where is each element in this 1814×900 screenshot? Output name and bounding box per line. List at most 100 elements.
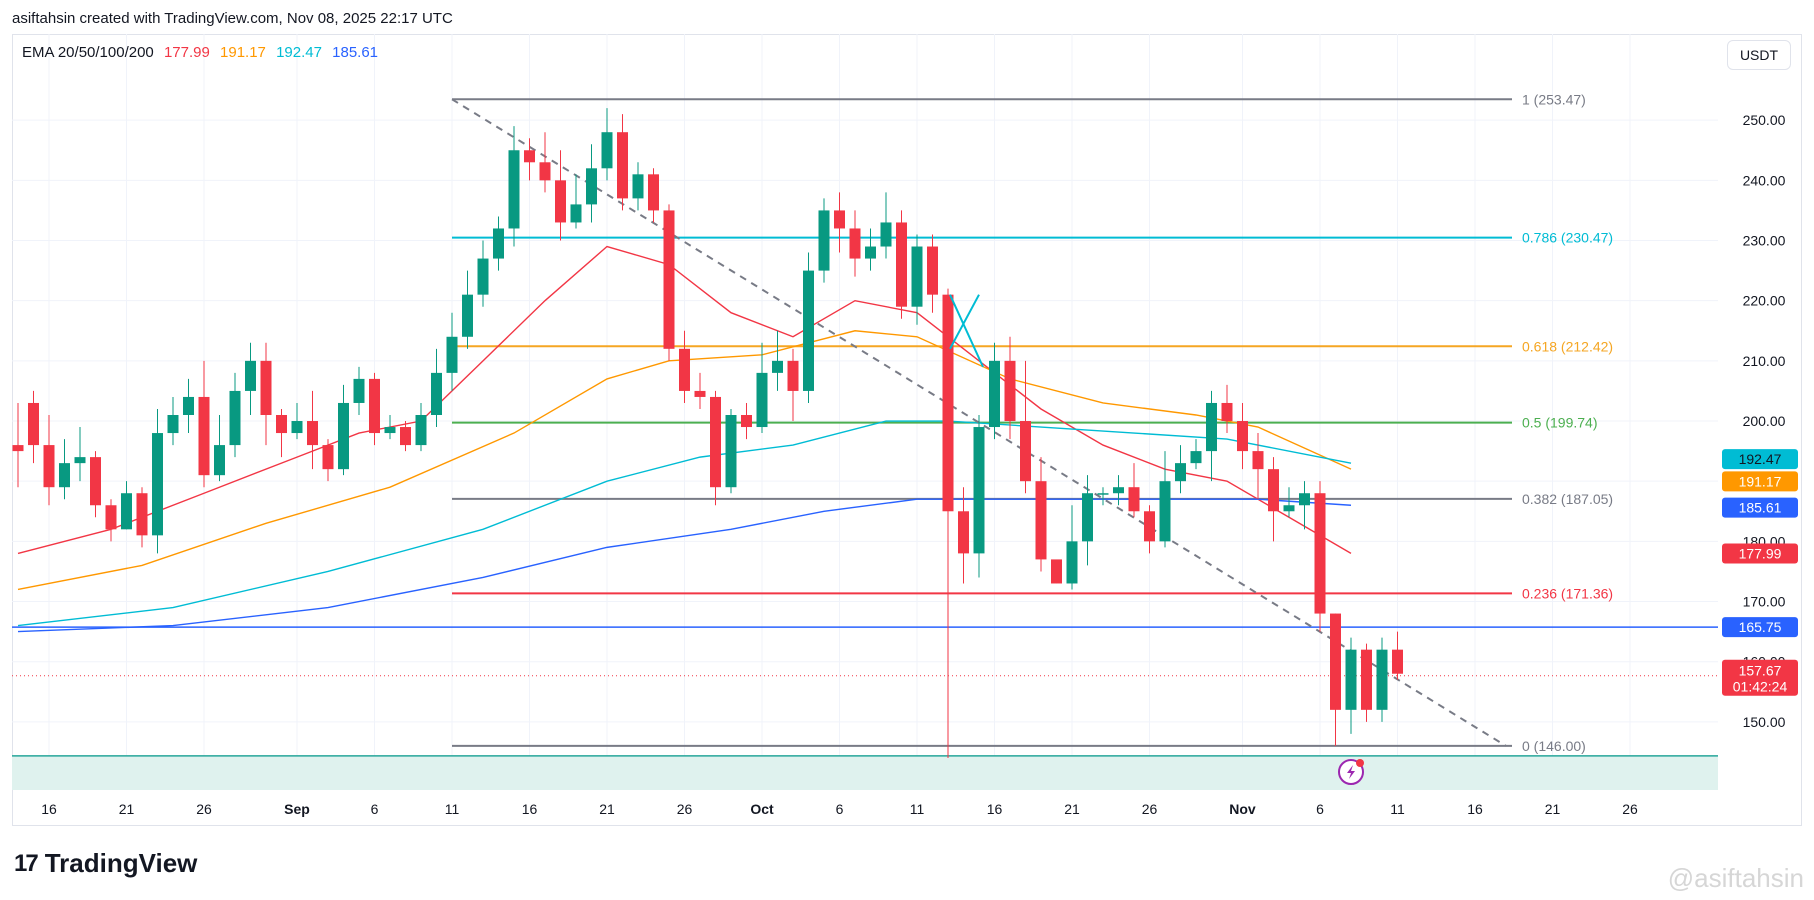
price-badge-3: 177.99 [1739,545,1782,561]
candle-body-76 [1190,451,1202,464]
x-tick-label-19: 21 [1545,801,1561,817]
y-tick-label-8: 230.00 [1743,233,1786,249]
x-tick-label-4: 6 [371,801,379,817]
candle-body-82 [1283,505,1295,512]
x-tick-label-12: 16 [987,801,1003,817]
candle-body-26 [415,415,427,446]
candle-body-68 [1066,541,1078,584]
candle-body-39 [617,132,628,199]
fib-label-1: 0.786 (230.47) [1522,230,1613,246]
chart-frame [12,34,1802,826]
indicator-legend[interactable]: EMA 20/50/100/200 177.99 191.17 192.47 1… [22,44,384,61]
candle-body-0 [12,445,24,452]
candle-body-60 [942,294,954,512]
currency-selector[interactable]: USDT [1727,40,1791,70]
y-tick-label-6: 210.00 [1743,353,1786,369]
candle-body-78 [1221,402,1233,422]
candle-body-32 [508,150,520,229]
attribution-text: asiftahsin created with TradingView.com,… [12,10,453,27]
x-tick-label-8: 26 [677,801,693,817]
candle-body-56 [880,222,892,247]
candle-body-18 [291,421,303,434]
candle-body-77 [1206,402,1217,452]
candle-body-23 [369,378,380,434]
candle-body-37 [586,168,597,205]
candle-body-72 [1128,487,1140,512]
legend-ema20-value: 177.99 [163,44,210,61]
candle-body-45 [710,396,721,488]
candle-body-41 [648,174,659,211]
legend-ema50-value: 191.17 [220,44,266,61]
candle-body-33 [524,150,535,163]
y-tick-label-0: 150.00 [1743,714,1786,730]
price-badge-0-bg [1722,449,1798,470]
candle-body-54 [849,228,861,259]
candle-body-61 [958,511,969,554]
candle-body-63 [989,360,1000,428]
candle-body-50 [787,360,799,391]
candle-body-4 [74,457,86,464]
candle-body-28 [446,336,458,373]
candle-body-73 [1144,511,1155,542]
candle-body-38 [601,132,613,169]
candle-body-67 [1051,559,1062,584]
x-tick-label-1: 21 [119,801,135,817]
lightning-bolt-icon [1347,765,1355,779]
candle-body-55 [865,246,876,259]
tradingview-logo[interactable]: 17 TradingView [14,848,197,879]
legend-ema100-value: 192.47 [276,44,322,61]
candle-body-52 [818,210,830,271]
fib-label-0: 1 (253.47) [1522,91,1586,107]
x-tick-label-14: 26 [1142,801,1158,817]
candle-body-31 [493,228,504,259]
candle-body-49 [772,360,783,373]
fib-label-5: 0.236 (171.36) [1522,585,1613,601]
candle-body-71 [1113,487,1124,494]
candle-body-17 [276,415,287,434]
candle-body-5 [90,457,101,506]
y-tick-label-5: 200.00 [1743,413,1786,429]
ema-line-3 [17,498,1352,633]
candle-body-12 [198,396,210,476]
candle-body-20 [322,445,334,470]
x-tick-label-20: 26 [1622,801,1638,817]
cross-annotation-icon [949,294,984,368]
candle-body-7 [121,493,132,530]
candle-body-8 [136,493,148,536]
candle-body-53 [834,210,845,229]
candle-body-88 [1376,649,1388,710]
ema-line-0 [17,245,1352,555]
candle-body-43 [679,348,690,391]
candle-body-6 [105,505,117,530]
legend-ema200-value: 185.61 [332,44,379,61]
candle-body-59 [927,246,938,295]
candle-body-69 [1082,493,1093,542]
x-tick-label-0: 16 [41,801,57,817]
candle-body-75 [1175,463,1186,482]
candle-body-51 [803,270,814,391]
support-price-badge: 165.75 [1739,619,1782,635]
x-tick-label-18: 16 [1467,801,1483,817]
x-tick-label-10: 6 [836,801,844,817]
candle-body-19 [307,421,318,446]
price-badge-0: 192.47 [1739,451,1782,467]
price-badge-1: 191.17 [1739,473,1782,489]
countdown-badge: 01:42:24 [1733,679,1788,695]
candle-body-62 [973,427,985,554]
candle-body-24 [384,427,396,434]
candle-body-65 [1020,421,1031,482]
tradingview-logo-icon: 17 [14,849,39,877]
candle-body-10 [167,415,179,434]
candle-body-21 [338,402,349,470]
y-tick-label-7: 220.00 [1743,293,1786,309]
x-tick-label-17: 11 [1390,801,1405,817]
x-tick-label-9: Oct [750,801,774,817]
candle-body-34 [539,162,551,181]
candle-body-11 [183,396,194,415]
candle-body-16 [260,360,272,415]
candle-body-42 [663,210,675,349]
candle-body-89 [1392,649,1403,674]
price-badge-3-bg [1722,543,1798,564]
candle-body-29 [462,294,473,337]
